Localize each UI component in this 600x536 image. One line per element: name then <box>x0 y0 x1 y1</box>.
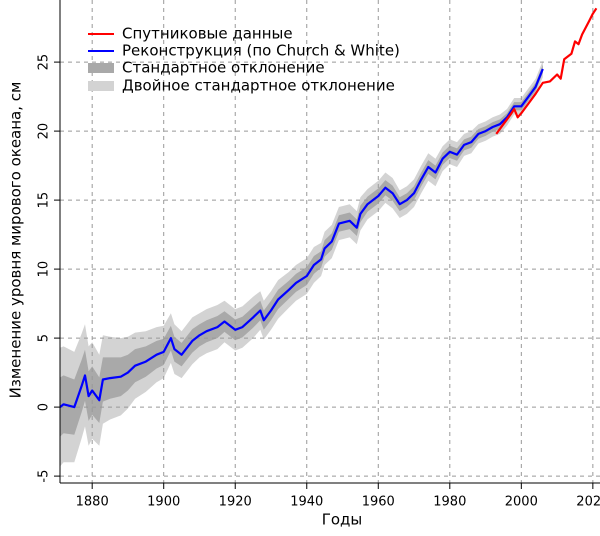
x-tick-label: 1960 <box>362 495 395 510</box>
x-tick-label: 1980 <box>433 495 466 510</box>
x-tick-label: 2000 <box>505 495 538 510</box>
x-tick-label: 1900 <box>147 495 180 510</box>
error-band <box>60 60 543 467</box>
legend-swatch <box>88 81 114 91</box>
plot-area <box>60 0 600 483</box>
legend-label: Реконструкция (по Church & White) <box>122 42 400 60</box>
y-tick-label: 25 <box>37 54 52 71</box>
x-tick-label: 1940 <box>290 495 323 510</box>
y-tick-label: -5 <box>37 470 52 483</box>
legend-label: Спутниковые данные <box>122 25 293 43</box>
y-axis-label: Изменение уровня мирового океана, см <box>7 82 25 399</box>
series-line <box>60 68 544 409</box>
x-axis-label: Годы <box>322 511 363 529</box>
error-band <box>60 64 543 437</box>
x-tick-label: 2020 <box>576 495 600 510</box>
x-tick-label: 1880 <box>76 495 109 510</box>
x-tick-label: 1920 <box>219 495 252 510</box>
legend-label: Стандартное отклонение <box>122 59 325 77</box>
legend-swatch <box>88 63 114 73</box>
y-tick-label: 5 <box>37 334 52 342</box>
y-tick-label: 15 <box>37 192 52 209</box>
legend-label: Двойное стандартное отклонение <box>122 77 395 95</box>
y-tick-label: 0 <box>37 403 52 411</box>
y-tick-label: 10 <box>37 261 52 278</box>
series-line <box>495 7 598 135</box>
y-tick-label: 20 <box>37 123 52 140</box>
